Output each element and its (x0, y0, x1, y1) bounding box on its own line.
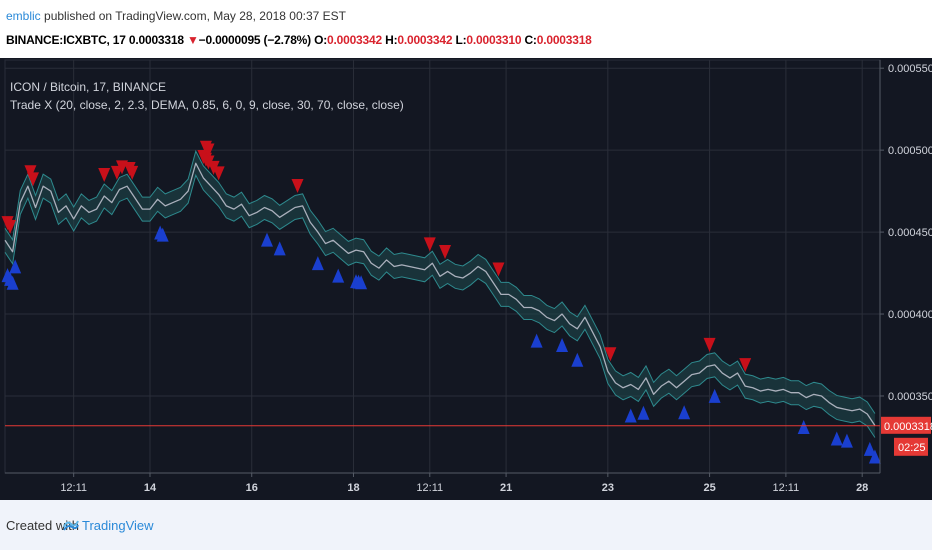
publish-header (0, 0, 932, 58)
open-value: 0.0003342 (327, 33, 382, 47)
x-tick-label: 14 (144, 482, 157, 494)
sell-signal-marker (24, 165, 37, 180)
open-label: O: (314, 33, 328, 47)
buy-signal-marker (156, 227, 169, 242)
buy-signal-marker (830, 431, 843, 446)
close-value: 0.0003318 (536, 33, 592, 47)
lower-band-line (4, 173, 876, 438)
signal-markers (1, 140, 881, 464)
last-price-tag (881, 416, 931, 434)
x-tick-label: 12:11 (416, 482, 443, 494)
buy-signal-marker (6, 275, 19, 290)
low-value: 0.0003310 (466, 33, 522, 47)
ohlc-line: BINANCE:ICXBTC, 17 0.0003318 ▼−0.0000095… (6, 33, 592, 47)
buy-signal-marker (556, 338, 569, 353)
channel-band (4, 149, 876, 438)
sell-signal-marker (492, 262, 505, 277)
x-tick-label: 28 (856, 482, 868, 494)
x-tick-label: 12:11 (773, 482, 800, 494)
x-tick-label: 12:11 (60, 482, 87, 494)
tradingview-logo-icon (63, 520, 79, 531)
upper-band-line (4, 149, 876, 414)
last-price-label: 0.0003318 (884, 421, 932, 433)
buy-signal-marker (9, 259, 22, 274)
buy-signal-marker (530, 333, 543, 348)
author-link[interactable]: emblic (6, 9, 41, 23)
buy-signal-marker (840, 433, 853, 448)
down-arrow-icon: ▼ (186, 33, 199, 47)
price-line-layer (4, 162, 876, 426)
footer (0, 500, 932, 550)
sell-signal-marker (439, 245, 452, 260)
channel-fill (5, 151, 875, 438)
tradingview-link[interactable]: TradingView (82, 518, 154, 533)
price-series-line (4, 162, 876, 426)
buy-signal-marker (863, 441, 876, 456)
buy-signal-marker (332, 268, 345, 283)
high-value: 0.0003342 (397, 33, 453, 47)
buy-signal-marker (311, 256, 324, 271)
y-tick-label: 0.0003500 (888, 391, 932, 403)
publish-line: emblic published on TradingView.com, May… (6, 9, 346, 23)
buy-signal-marker (260, 232, 273, 247)
symbol-label: BINANCE:ICXBTC, 17 (6, 33, 126, 47)
series-title[interactable]: ICON / Bitcoin, 17, BINANCE (10, 80, 167, 94)
countdown-tag (894, 437, 928, 456)
buy-signal-marker (637, 405, 650, 420)
sell-signal-marker (126, 165, 139, 180)
low-label: L: (455, 33, 467, 47)
sell-signal-marker (703, 337, 716, 352)
buy-signal-marker (708, 388, 721, 403)
sell-signal-marker (604, 347, 617, 362)
sell-signal-marker (202, 143, 215, 158)
created-with-text: Created with (6, 518, 79, 533)
sell-signal-marker (212, 166, 225, 181)
grid (4, 59, 881, 474)
buy-signal-marker (797, 419, 810, 434)
buy-signal-marker (273, 241, 286, 256)
change-value: −0.0000095 (−2.78%) (198, 33, 311, 47)
sell-signal-marker (423, 237, 436, 252)
sell-signal-marker (26, 172, 39, 187)
high-label: H: (385, 33, 398, 47)
close-label: C: (524, 33, 537, 47)
last-price-value: 0.0003318 (128, 33, 184, 47)
buy-signal-marker (868, 449, 881, 464)
countdown-label: 02:25 (898, 442, 926, 454)
buy-signal-marker (355, 275, 368, 290)
buy-signal-marker (571, 352, 584, 367)
x-tick-label: 23 (602, 482, 614, 494)
published-text: published on TradingView.com, May 28, 20… (44, 9, 346, 23)
sell-signal-marker (98, 168, 111, 183)
x-tick-label: 16 (246, 482, 258, 494)
indicator-legend[interactable]: Trade X (20, close, 2, 2.3, DEMA, 0.85, … (10, 98, 404, 112)
sell-signal-marker (739, 358, 752, 373)
x-tick-label: 18 (347, 482, 359, 494)
x-tick-label: 25 (703, 482, 715, 494)
sell-signal-marker (291, 178, 304, 193)
buy-signal-marker (678, 405, 691, 420)
x-tick-label: 21 (500, 482, 512, 494)
sell-signal-marker (4, 219, 17, 234)
buy-signal-marker (624, 408, 637, 423)
